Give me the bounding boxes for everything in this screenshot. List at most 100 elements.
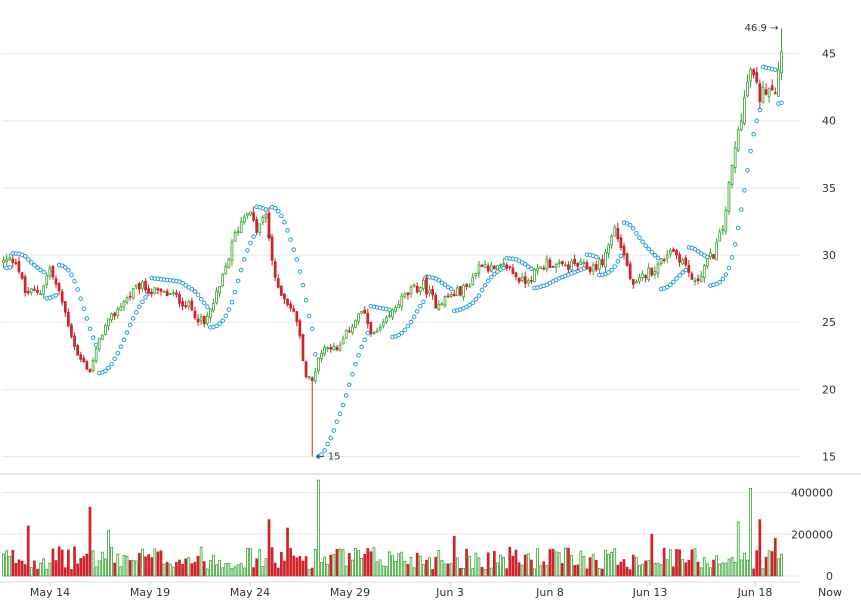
volume-bar <box>215 564 218 577</box>
candle <box>425 274 428 299</box>
volume-bar <box>551 548 555 577</box>
sar-dot <box>637 235 642 240</box>
candle <box>474 272 478 279</box>
candle <box>23 274 27 297</box>
candle-body <box>446 295 450 298</box>
volume-bar <box>372 547 376 577</box>
volume-bar <box>625 566 629 577</box>
volume-bar <box>221 567 225 577</box>
volume-bar <box>554 551 558 577</box>
candle <box>202 315 206 328</box>
candle-body <box>60 291 64 303</box>
sar-dot <box>66 267 71 273</box>
volume-bar <box>536 548 539 577</box>
sar-dot <box>615 259 621 264</box>
candle <box>375 327 379 333</box>
candle <box>409 284 413 298</box>
volume-bar <box>258 549 262 577</box>
candle-body <box>702 265 706 278</box>
sar-dot <box>7 265 13 270</box>
sar-dot <box>72 278 77 284</box>
volume-bar <box>347 553 351 577</box>
volume-bar <box>499 554 502 577</box>
volume-bar <box>171 566 175 577</box>
volume-bar <box>273 562 277 577</box>
volume-bar <box>29 567 33 577</box>
candle <box>477 260 481 279</box>
candle-body <box>184 305 188 308</box>
time-tick-label: Jun 18 <box>737 586 773 599</box>
candle <box>502 258 505 268</box>
candle-body <box>712 254 715 259</box>
sar-dot <box>112 356 117 362</box>
volume-bar <box>486 552 490 577</box>
volume-bar <box>721 562 725 577</box>
candle-body <box>298 320 302 337</box>
candle <box>678 252 681 267</box>
candle <box>150 288 154 298</box>
volume-bar <box>749 488 752 577</box>
sar-dot <box>143 295 148 300</box>
sar-dot <box>291 247 297 252</box>
volume-bar <box>780 553 783 577</box>
candle-body <box>758 83 762 102</box>
candle <box>523 271 527 289</box>
volume-bar <box>601 568 604 577</box>
sar-dot <box>421 299 426 305</box>
candle <box>113 311 117 321</box>
candle-body <box>39 293 42 296</box>
sar-dot <box>195 292 201 298</box>
volume-bar <box>110 547 113 577</box>
volume-bar <box>26 525 30 577</box>
candle <box>746 74 749 98</box>
sar-dot <box>272 206 278 211</box>
candle-body <box>616 227 620 240</box>
candle <box>412 283 416 288</box>
volume-bar <box>323 556 326 577</box>
candle-body <box>261 216 265 223</box>
candle <box>267 207 271 242</box>
candle <box>338 341 342 352</box>
volume-bar <box>233 566 237 577</box>
volume-bar <box>489 567 493 577</box>
time-tick-label: Jun 3 <box>435 586 464 599</box>
volume-bar <box>276 567 280 577</box>
candle-body <box>295 311 299 323</box>
candle-body <box>773 92 777 95</box>
candle-body <box>134 284 138 288</box>
candle <box>675 248 678 260</box>
candle <box>631 278 635 289</box>
candle <box>659 258 663 267</box>
candle-body <box>418 287 422 292</box>
volume-bar <box>496 562 499 577</box>
candle <box>489 261 493 273</box>
candle <box>73 332 76 351</box>
sar-dot <box>232 289 238 295</box>
volume-bar <box>317 479 320 577</box>
candle-body <box>443 296 447 306</box>
candle-body <box>113 312 117 317</box>
volume-bar <box>193 561 197 577</box>
candle <box>446 293 450 298</box>
sar-dot <box>414 309 420 314</box>
candle-body <box>489 264 493 272</box>
candle <box>384 315 388 325</box>
candle-body <box>165 290 169 297</box>
candle <box>539 266 543 270</box>
candle <box>91 357 95 373</box>
parabolic-sar-dots <box>4 64 784 459</box>
candle <box>653 266 657 279</box>
candle-body <box>678 254 681 263</box>
candle <box>354 319 357 329</box>
volume-bar <box>156 551 160 577</box>
volume-bar <box>752 568 756 577</box>
candle <box>128 291 132 301</box>
candle-body <box>573 258 576 264</box>
sar-dot <box>340 402 346 408</box>
candle-body <box>650 267 654 276</box>
sar-dot <box>279 213 284 219</box>
candle <box>298 318 302 340</box>
volume-bar <box>360 557 363 577</box>
candle <box>110 312 113 323</box>
candle <box>681 257 685 265</box>
